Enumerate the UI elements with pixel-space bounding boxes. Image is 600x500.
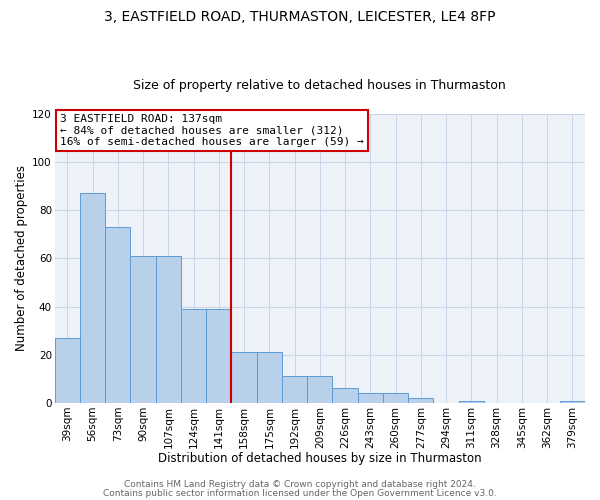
Bar [232,352,257,403]
X-axis label: Distribution of detached houses by size in Thurmaston: Distribution of detached houses by size … [158,452,482,465]
Bar [459,400,484,403]
Bar [206,309,232,403]
Bar [358,394,383,403]
Bar [560,400,585,403]
Bar [307,376,332,403]
Y-axis label: Number of detached properties: Number of detached properties [15,166,28,352]
Bar [130,256,156,403]
Bar [181,309,206,403]
Text: Contains public sector information licensed under the Open Government Licence v3: Contains public sector information licen… [103,488,497,498]
Bar [383,394,408,403]
Bar [80,194,105,403]
Text: 3 EASTFIELD ROAD: 137sqm
← 84% of detached houses are smaller (312)
16% of semi-: 3 EASTFIELD ROAD: 137sqm ← 84% of detach… [60,114,364,147]
Text: Contains HM Land Registry data © Crown copyright and database right 2024.: Contains HM Land Registry data © Crown c… [124,480,476,489]
Text: 3, EASTFIELD ROAD, THURMASTON, LEICESTER, LE4 8FP: 3, EASTFIELD ROAD, THURMASTON, LEICESTER… [104,10,496,24]
Bar [408,398,433,403]
Bar [282,376,307,403]
Bar [156,256,181,403]
Bar [105,227,130,403]
Bar [257,352,282,403]
Bar [55,338,80,403]
Bar [332,388,358,403]
Title: Size of property relative to detached houses in Thurmaston: Size of property relative to detached ho… [133,79,506,92]
